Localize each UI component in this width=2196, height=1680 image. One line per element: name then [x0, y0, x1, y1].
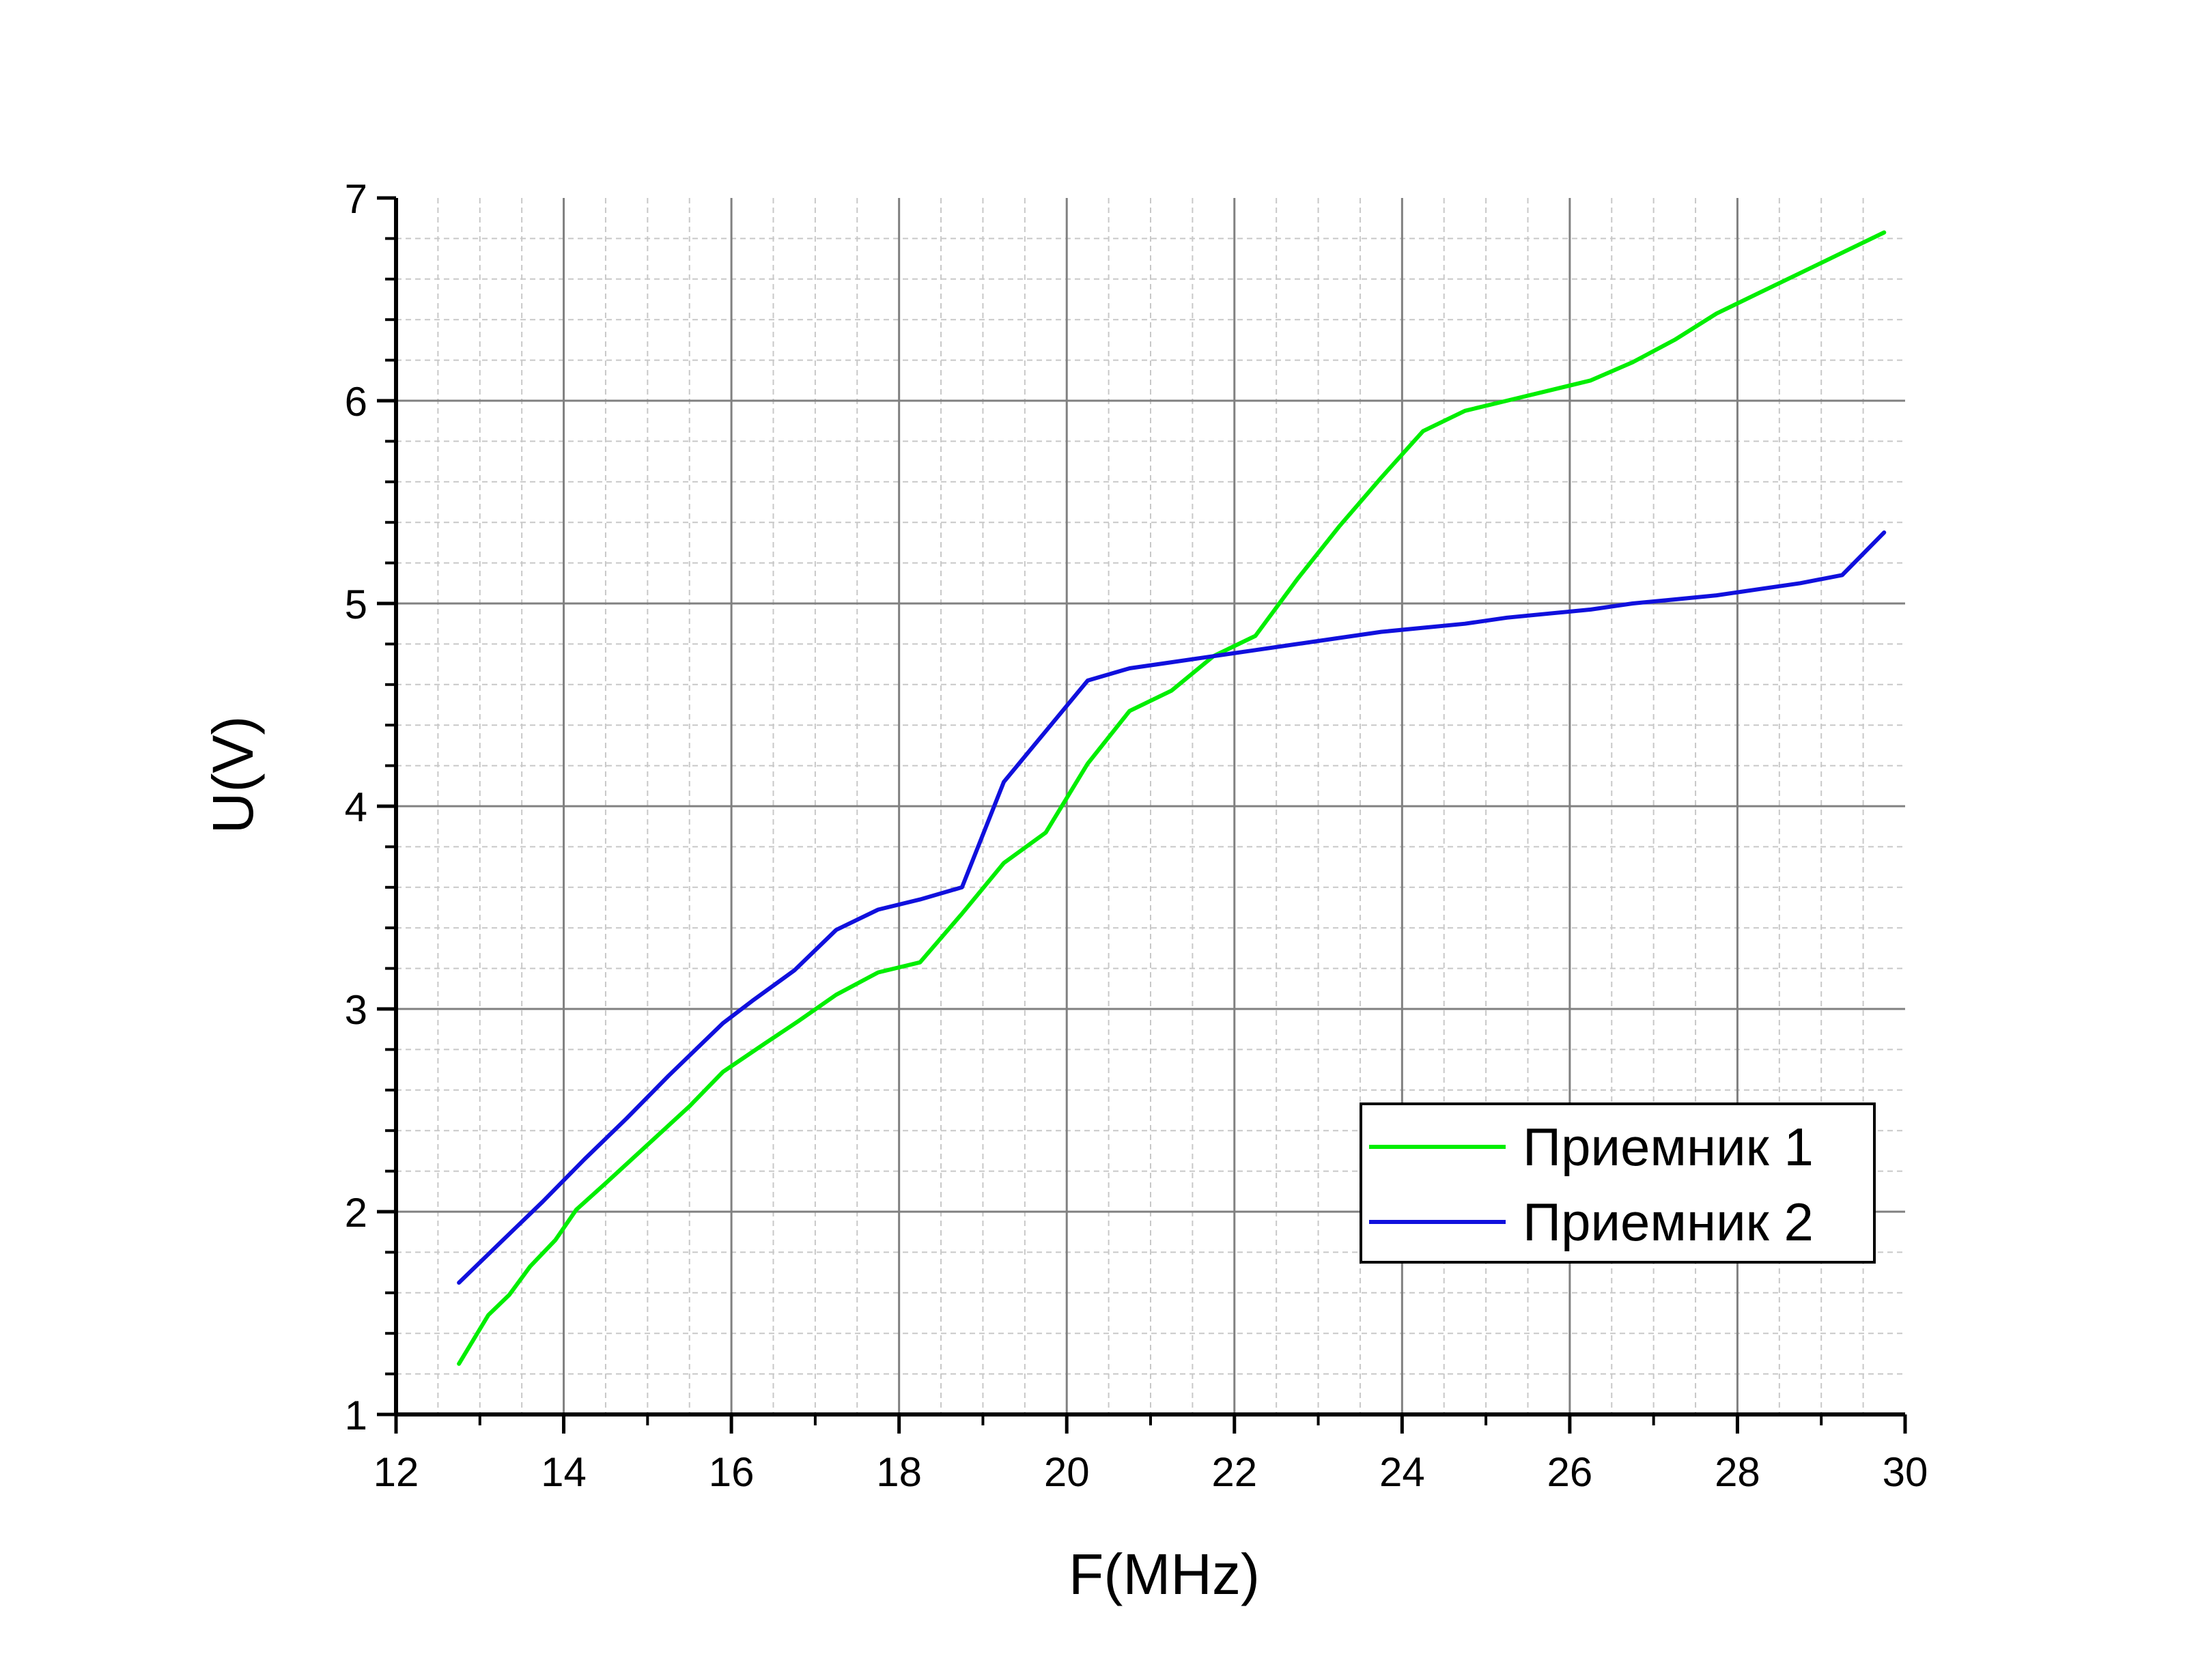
y-tick-labels: 1 2 3 4 5 6 7: [345, 176, 367, 1438]
y-tick-label: 3: [345, 987, 367, 1033]
x-tick-label: 22: [1211, 1449, 1257, 1495]
series-line-receiver-1: [457, 230, 1887, 1366]
legend-label-receiver-1: Приемник 1: [1523, 1117, 1814, 1177]
legend-box: [1360, 1102, 1876, 1264]
y-tick-label: 5: [345, 582, 367, 627]
x-tick-label: 24: [1379, 1449, 1425, 1495]
legend-label-receiver-2: Приемник 2: [1523, 1192, 1814, 1252]
axes: [377, 196, 1907, 1434]
y-axis-title: U(V): [201, 716, 265, 834]
x-tick-label: 28: [1715, 1449, 1760, 1495]
y-tick-label: 7: [345, 176, 367, 222]
legend: Приемник 1 Приемник 2: [1360, 1102, 1876, 1264]
x-tick-label: 20: [1044, 1449, 1090, 1495]
x-axis-title: F(MHz): [1069, 1542, 1260, 1606]
x-tick-labels: 12 14 16 18 20 22 24 26 28 30: [374, 1449, 1928, 1495]
y-tick-label: 6: [345, 379, 367, 425]
x-tick-label: 16: [709, 1449, 755, 1495]
x-tick-label: 18: [876, 1449, 922, 1495]
x-tick-label: 30: [1883, 1449, 1928, 1495]
y-tick-label: 1: [345, 1393, 367, 1438]
x-tick-label: 26: [1547, 1449, 1593, 1495]
y-tick-label: 4: [345, 784, 367, 830]
series-layer: [457, 230, 1887, 1366]
series-line-receiver-2: [457, 530, 1887, 1285]
x-tick-label: 14: [541, 1449, 587, 1495]
y-tick-label: 2: [345, 1190, 367, 1236]
x-tick-label: 12: [374, 1449, 419, 1495]
